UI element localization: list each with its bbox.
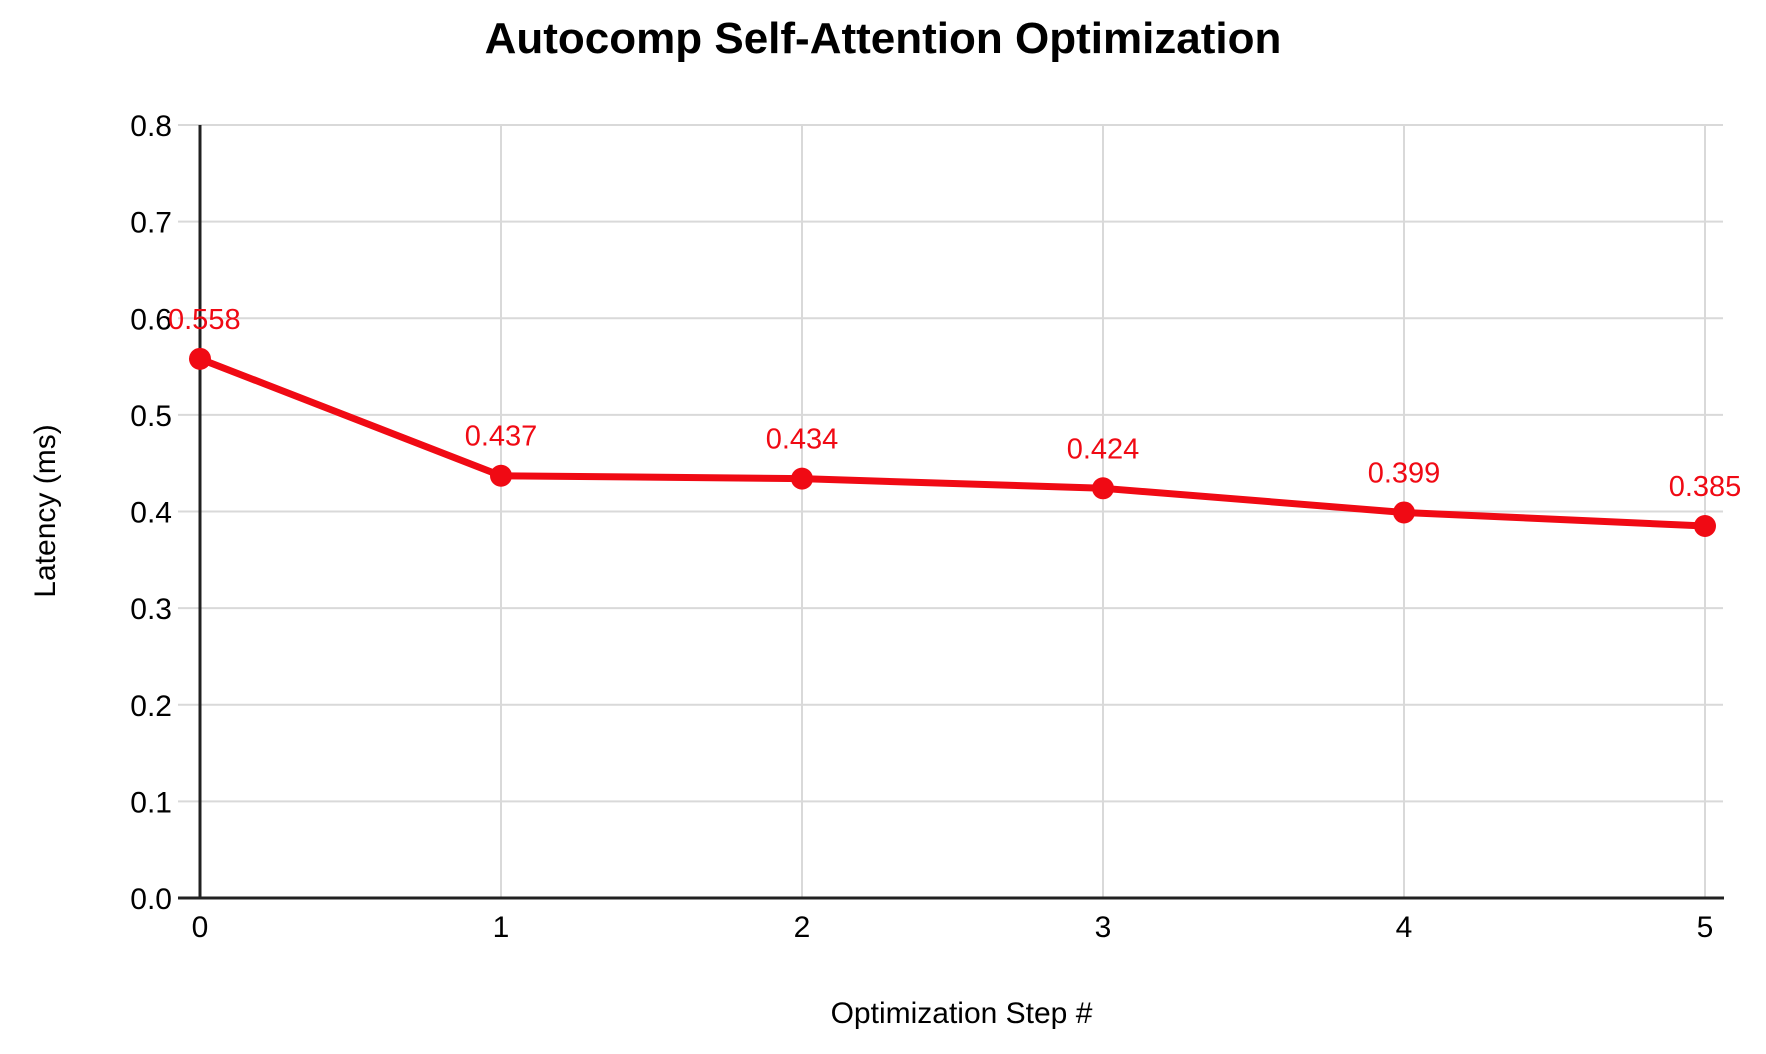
y-tick-label: 0.6 [130,303,172,336]
x-tick-label: 4 [1396,911,1413,944]
y-tick-label: 0.7 [130,207,172,240]
data-point-label: 0.385 [1669,471,1742,503]
x-tick-label: 1 [493,911,510,944]
y-tick-label: 0.0 [130,883,172,916]
y-tick-label: 0.3 [130,593,172,626]
x-tick-label: 2 [794,911,811,944]
y-tick-label: 0.8 [130,110,172,143]
data-point [791,467,813,490]
y-tick-label: 0.4 [130,497,172,530]
y-tick-label: 0.5 [130,400,172,433]
data-point-label: 0.434 [766,424,839,456]
y-tick-label: 0.1 [130,786,172,819]
series-line [196,355,1709,530]
data-point-label: 0.424 [1067,433,1140,465]
y-axis-title: Latency (ms) [29,424,62,598]
chart-title: Autocomp Self-Attention Optimization [484,14,1282,63]
data-point [490,464,512,487]
data-point [1092,477,1114,500]
x-tick-label: 0 [192,911,209,944]
data-point-label: 0.399 [1368,457,1441,489]
x-tick-label: 5 [1697,911,1714,944]
y-tick-label: 0.2 [130,690,172,723]
data-point [189,347,211,370]
x-tick-label: 3 [1095,911,1112,944]
data-point-label: 0.558 [168,304,241,336]
data-point-label: 0.437 [465,421,538,453]
data-point [1393,501,1415,524]
x-axis-title: Optimization Step # [830,997,1093,1030]
data-point [1694,514,1716,537]
